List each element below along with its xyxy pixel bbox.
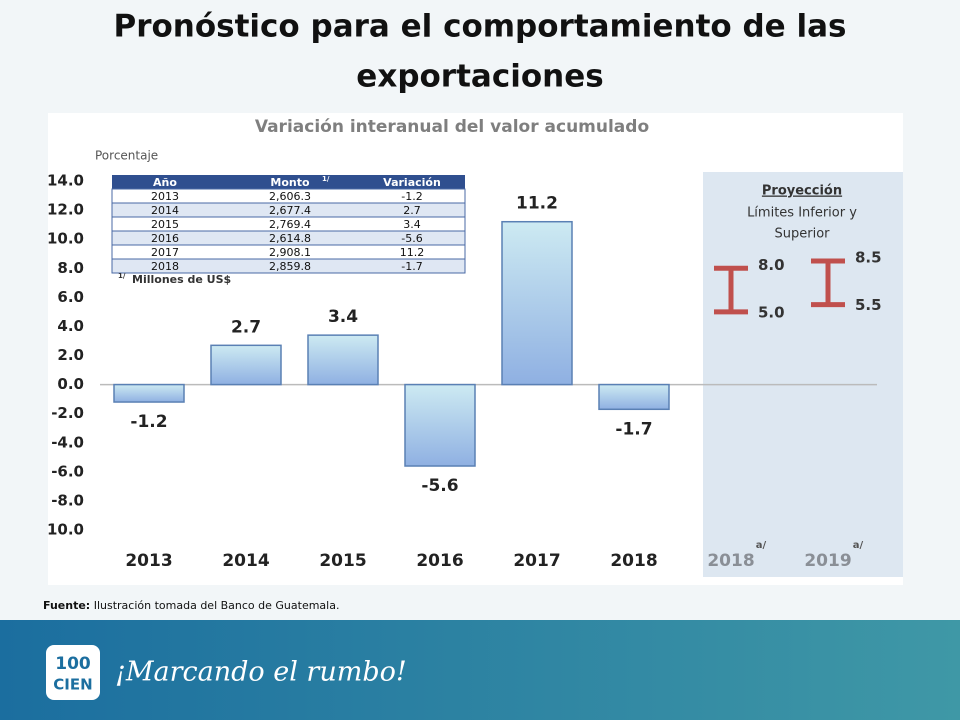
table-header-cell: Variación — [383, 176, 441, 189]
table-cell: 2015 — [151, 218, 179, 231]
slide-title: exportaciones — [356, 59, 603, 95]
x-tick-label: 2016 — [416, 551, 463, 571]
data-label: 3.4 — [328, 307, 358, 327]
y-tick-label: -2.0 — [51, 404, 84, 422]
table-footnote: Millones de US$ — [132, 273, 231, 286]
projection-bg — [703, 172, 903, 577]
range-label: 8.0 — [758, 256, 785, 274]
range-label: 5.0 — [758, 303, 785, 321]
table-cell: 2018 — [151, 260, 179, 273]
table-cell: 2014 — [151, 204, 179, 217]
y-tick-label: -6.0 — [51, 462, 84, 480]
y-axis-label: Porcentaje — [95, 149, 158, 163]
source-text: Ilustración tomada del Banco de Guatemal… — [94, 599, 340, 612]
table-cell: 3.4 — [403, 218, 421, 231]
logo — [46, 645, 100, 700]
data-label: -1.7 — [615, 419, 652, 439]
data-label: 11.2 — [516, 194, 558, 214]
data-label: -5.6 — [421, 476, 458, 496]
x-tick-label: 2017 — [513, 551, 560, 571]
table-cell: 2013 — [151, 190, 179, 203]
table-cell: -5.6 — [401, 232, 422, 245]
table-cell: 2,769.4 — [269, 218, 311, 231]
y-tick-label: 10.0 — [47, 521, 84, 539]
x-tick-note: a/ — [853, 540, 864, 551]
range-label: 5.5 — [855, 296, 882, 314]
table-row — [111, 258, 466, 274]
bar — [113, 383, 185, 403]
x-tick-note: a/ — [756, 540, 767, 551]
table-cell: 2017 — [151, 246, 179, 259]
table-cell: 2016 — [151, 232, 179, 245]
y-tick-label: -8.0 — [51, 491, 84, 509]
logo-text: CIEN — [53, 676, 92, 694]
source: Fuente: Ilustración tomada del Banco de … — [43, 599, 339, 612]
x-tick-label: 2015 — [319, 551, 366, 571]
y-tick-label: 0.0 — [57, 375, 84, 393]
x-tick-label: 2018 — [707, 551, 754, 571]
y-tick-label: 6.0 — [57, 288, 84, 306]
table-cell: -1.7 — [401, 260, 422, 273]
slide-title: Pronóstico para el comportamiento de las — [113, 9, 846, 45]
x-tick-label: 2018 — [610, 551, 657, 571]
table-footnote-note: 1/ — [118, 272, 126, 280]
table-cell: -1.2 — [401, 190, 422, 203]
bar — [307, 334, 379, 386]
logo-number: 100 — [55, 654, 91, 674]
y-tick-label: 4.0 — [57, 317, 84, 335]
table-cell: 2,908.1 — [269, 246, 311, 259]
data-label: 2.7 — [231, 317, 261, 337]
slogan: ¡Marcando el rumbo! — [115, 657, 407, 688]
source-label: Fuente: — [43, 599, 90, 612]
y-tick-label: 8.0 — [57, 259, 84, 277]
bar — [598, 383, 670, 411]
table-cell: 2,606.3 — [269, 190, 311, 203]
table-header-cell: Monto — [270, 176, 310, 189]
y-tick-label: 2.0 — [57, 346, 84, 364]
table-cell: 2,614.8 — [269, 232, 311, 245]
table-cell: 2,859.8 — [269, 260, 311, 273]
y-tick-label: 14.0 — [47, 172, 84, 190]
x-tick-label: 2014 — [222, 551, 269, 571]
range-label: 8.5 — [855, 248, 882, 266]
y-tick-label: -4.0 — [51, 433, 84, 451]
bar — [404, 383, 476, 467]
x-tick-label: 2019 — [804, 551, 851, 571]
footer — [0, 620, 960, 720]
bar — [210, 344, 282, 386]
x-tick-label: 2013 — [125, 551, 172, 571]
table-header-cell: Año — [153, 176, 177, 189]
y-tick-label: 12.0 — [47, 201, 84, 219]
chart-title: Variación interanual del valor acumulado — [255, 117, 649, 137]
projection-subtitle: Superior — [775, 227, 831, 242]
table-header-note: 1/ — [322, 175, 330, 183]
table-cell: 11.2 — [400, 246, 425, 259]
projection-subtitle: Límites Inferior y — [747, 206, 857, 221]
data-label: -1.2 — [130, 412, 167, 432]
plot: 14.0 12.0 10.0 8.0 6.0 4.0 2.0 0.0 -2.0 -4.0 -6.0 -… — [47, 172, 882, 572]
table-cell: 2.7 — [403, 204, 421, 217]
projection-title: Proyección — [762, 184, 842, 199]
y-tick-label: 10.0 — [47, 230, 84, 248]
bar — [501, 220, 573, 386]
table-cell: 2,677.4 — [269, 204, 311, 217]
table-header — [112, 175, 465, 189]
